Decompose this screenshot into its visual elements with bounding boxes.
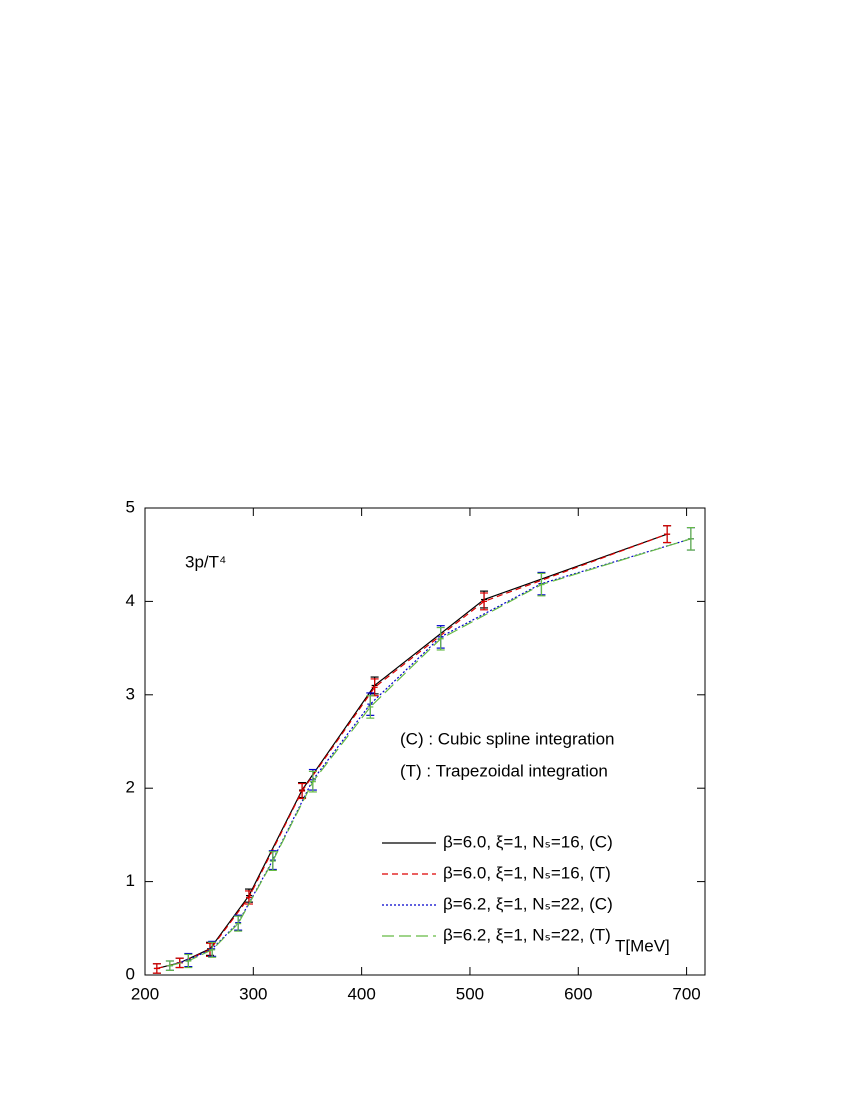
x-tick-label: 700 [672, 984, 700, 1003]
series-line [169, 538, 692, 967]
y-tick-label: 0 [126, 964, 135, 983]
x-label: T[MeV] [615, 936, 670, 955]
error-bar [480, 592, 489, 611]
x-tick-label: 300 [239, 984, 267, 1003]
error-bar [663, 525, 672, 544]
annotation: (C) : Cubic spline integration [400, 729, 614, 748]
x-tick-label: 500 [456, 984, 484, 1003]
y-tick-label: 2 [126, 778, 135, 797]
y-tick-label: 5 [126, 497, 135, 516]
y-tick-label: 4 [126, 591, 135, 610]
error-bar [308, 770, 317, 793]
error-bar [234, 915, 243, 932]
error-bar [686, 527, 695, 551]
plot-frame [144, 507, 706, 976]
legend-label: β=6.0, ξ=1, Nₛ=16, (T) [443, 863, 611, 882]
error-bar [208, 941, 217, 958]
x-tick-label: 400 [347, 984, 375, 1003]
error-bar [152, 963, 161, 974]
error-bar [537, 572, 546, 597]
legend-label: β=6.2, ξ=1, Nₛ=22, (C) [443, 894, 613, 913]
x-tick-label: 200 [131, 984, 159, 1003]
error-bar [436, 626, 445, 651]
y-tick-label: 3 [126, 684, 135, 703]
legend-label: β=6.0, ξ=1, Nₛ=16, (C) [443, 832, 613, 851]
error-bar [184, 953, 193, 969]
legend-label: β=6.2, ξ=1, Nₛ=22, (T) [443, 925, 611, 944]
annotation: (T) : Trapezoidal integration [400, 761, 608, 780]
error-bar [268, 851, 277, 871]
y-tick-label: 1 [126, 871, 135, 890]
series-line [156, 533, 668, 970]
series-line [156, 533, 668, 970]
x-tick-label: 600 [564, 984, 592, 1003]
error-bar [165, 960, 174, 971]
y-label: 3p/T⁴ [185, 552, 226, 571]
series-line [169, 538, 692, 967]
error-bar [366, 695, 375, 719]
